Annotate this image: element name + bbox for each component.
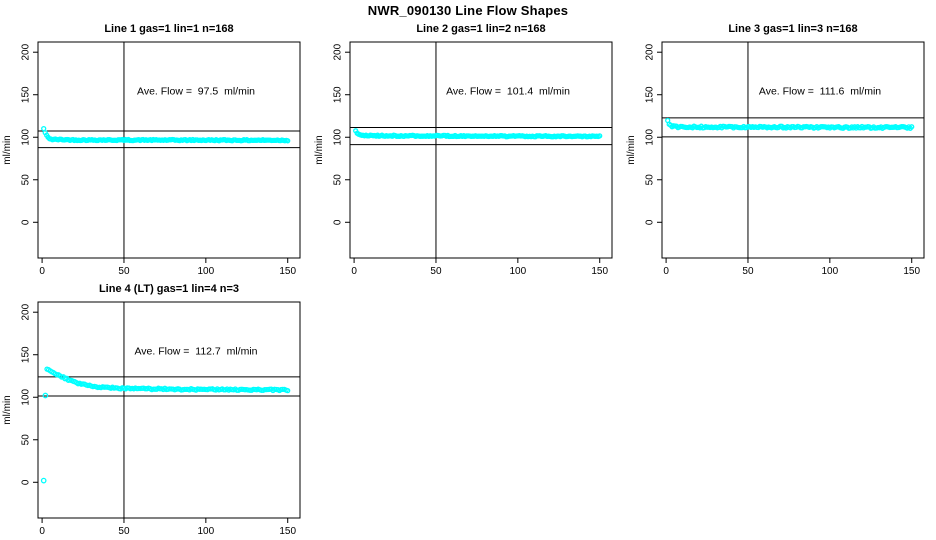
- plot-line-3: 0 50 100 150 200 0 50 100 150 ml/min Ave. Flow = 1…: [626, 41, 925, 277]
- x-tick-label: 150: [279, 526, 296, 537]
- ave-flow-annotation: Ave. Flow = 101.4 ml/min: [446, 86, 570, 98]
- y-tick-label: 100: [645, 128, 656, 145]
- panel-line-2: Line 2 gas=1 lin=2 n=168 0 50 100 150 200 0 50…: [312, 20, 624, 280]
- plot-box: [349, 41, 613, 259]
- y-tick-label: 150: [333, 86, 344, 103]
- x-tick-label: 50: [742, 266, 754, 277]
- y-tick-label: 100: [21, 128, 32, 145]
- y-axis-label: ml/min: [626, 135, 637, 164]
- x-tick-label: 0: [39, 526, 45, 537]
- y-tick-label: 50: [333, 174, 344, 186]
- y-tick-label: 0: [21, 219, 32, 225]
- x-tick-label: 50: [430, 266, 442, 277]
- data-point: [597, 133, 603, 139]
- ave-flow-annotation: Ave. Flow = 97.5 ml/min: [137, 86, 255, 98]
- y-tick-label: 50: [21, 434, 32, 446]
- outlier-point: [42, 392, 49, 399]
- plot-box: [661, 41, 925, 259]
- panel-line-1: Line 1 gas=1 lin=1 n=168 0 50 100 150 200 0 50…: [0, 20, 312, 280]
- plot-line-2: 0 50 100 150 200 0 50 100 150 ml/min Ave. Flow = 1…: [314, 41, 613, 277]
- data-point: [285, 387, 291, 394]
- x-tick-label: 100: [198, 266, 215, 277]
- plot-line-1: 0 50 100 150 200 0 50 100 150 ml/min Ave. Flow = 9…: [2, 41, 301, 277]
- y-tick-label: 50: [21, 174, 32, 186]
- y-tick-label: 100: [333, 128, 344, 145]
- ave-flow-annotation: Ave. Flow = 111.6 ml/min: [759, 86, 881, 98]
- data-points: [665, 117, 915, 131]
- y-tick-label: 50: [645, 174, 656, 186]
- data-points: [41, 125, 291, 144]
- panel-title-line-2: Line 2 gas=1 lin=2 n=168: [416, 23, 546, 35]
- y-tick-label: 0: [333, 219, 344, 225]
- y-tick-label: 0: [645, 219, 656, 225]
- y-tick-label: 200: [645, 43, 656, 60]
- y-axis-label: ml/min: [2, 135, 13, 164]
- data-point: [909, 124, 915, 130]
- x-tick-label: 0: [351, 266, 357, 277]
- y-tick-label: 200: [21, 43, 32, 60]
- y-tick-label: 200: [21, 303, 32, 320]
- data-point: [285, 138, 291, 144]
- panel-line-3: Line 3 gas=1 lin=3 n=168 0 50 100 150 200 0 50…: [624, 20, 936, 280]
- y-tick-label: 100: [21, 388, 32, 405]
- plot-box: [37, 41, 301, 259]
- x-tick-label: 150: [591, 266, 608, 277]
- y-tick-label: 150: [645, 86, 656, 103]
- data-points: [40, 366, 291, 484]
- plot-line-4: 0 50 100 150 200 0 50 100 150 ml/min Ave. Flow = 1…: [2, 301, 301, 537]
- x-tick-label: 0: [39, 266, 45, 277]
- y-tick-label: 150: [21, 86, 32, 103]
- y-axis-label: ml/min: [2, 395, 13, 424]
- panel-title-line-4: Line 4 (LT) gas=1 lin=4 n=3: [98, 283, 240, 295]
- x-tick-label: 150: [279, 266, 296, 277]
- y-tick-label: 150: [21, 346, 32, 363]
- x-tick-label: 0: [663, 266, 669, 277]
- panel-title-line-3: Line 3 gas=1 lin=3 n=168: [728, 23, 858, 35]
- y-axis-label: ml/min: [314, 135, 325, 164]
- x-tick-label: 100: [198, 526, 215, 537]
- y-tick-label: 0: [21, 479, 32, 485]
- chart-title: NWR_090130 Line Flow Shapes: [367, 3, 569, 18]
- panel-line-4: Line 4 (LT) gas=1 lin=4 n=3 0 50 100 150 200…: [0, 280, 312, 540]
- x-tick-label: 50: [118, 526, 130, 537]
- x-tick-label: 150: [903, 266, 920, 277]
- x-tick-label: 100: [510, 266, 527, 277]
- x-tick-label: 100: [822, 266, 839, 277]
- panel-title-line-1: Line 1 gas=1 lin=1 n=168: [104, 23, 234, 35]
- data-points: [353, 128, 603, 140]
- x-tick-label: 50: [118, 266, 130, 277]
- y-tick-label: 200: [333, 43, 344, 60]
- plot-box: [37, 301, 301, 519]
- outlier-point: [40, 477, 47, 484]
- ave-flow-annotation: Ave. Flow = 112.7 ml/min: [134, 346, 257, 358]
